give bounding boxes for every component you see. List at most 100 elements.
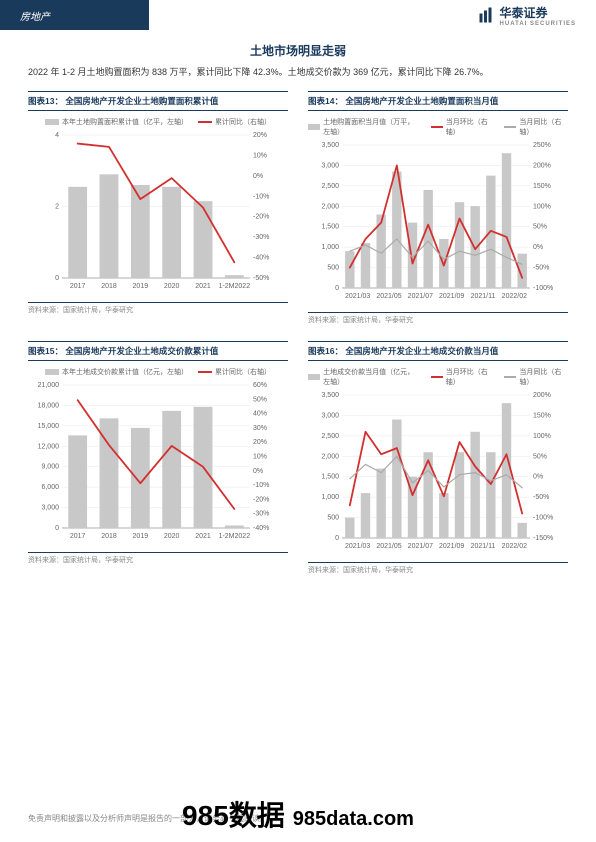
svg-text:2021: 2021	[195, 283, 211, 290]
svg-text:3,500: 3,500	[321, 392, 339, 399]
svg-text:-100%: -100%	[533, 285, 553, 292]
legend-bar-label: 土地购置面积当月值（万平，左轴）	[323, 117, 420, 137]
svg-text:150%: 150%	[533, 413, 551, 420]
chart-14-source: 资料来源：国家统计局，华泰研究	[308, 313, 568, 325]
chart-14: 图表14： 全国房地产开发企业土地购置面积当月值 土地购置面积当月值（万平，左轴…	[308, 91, 568, 325]
logo-icon	[478, 6, 496, 24]
svg-text:0: 0	[335, 285, 339, 292]
svg-text:-100%: -100%	[533, 515, 553, 522]
svg-text:60%: 60%	[253, 382, 267, 389]
svg-text:12,000: 12,000	[38, 444, 60, 451]
section-title: 土地市场明显走弱	[28, 42, 568, 59]
svg-text:1,000: 1,000	[321, 245, 339, 252]
svg-text:-50%: -50%	[533, 495, 549, 502]
svg-text:100%: 100%	[533, 433, 551, 440]
svg-text:3,000: 3,000	[321, 163, 339, 170]
svg-text:6,000: 6,000	[41, 485, 59, 492]
svg-text:1-2M2022: 1-2M2022	[219, 533, 251, 540]
svg-text:-40%: -40%	[253, 255, 269, 262]
svg-text:250%: 250%	[533, 142, 551, 149]
svg-text:3,000: 3,000	[41, 505, 59, 512]
svg-text:2: 2	[55, 204, 59, 211]
svg-text:-50%: -50%	[533, 265, 549, 272]
chart-13-title: 图表13： 全国房地产开发企业土地购置面积累计值	[28, 91, 288, 110]
svg-text:2018: 2018	[101, 533, 117, 540]
chart-15: 图表15： 全国房地产开发企业土地成交价款累计值 本年土地成交价款累计值（亿元，…	[28, 341, 288, 575]
legend-line-label: 累计同比（右轴）	[215, 117, 271, 127]
sector-label: 房地产	[20, 8, 50, 23]
svg-text:150%: 150%	[533, 183, 551, 190]
legend-bar-label: 本年土地成交价款累计值（亿元，左轴）	[62, 367, 188, 377]
legend-line1-label: 当月环比（右轴）	[446, 117, 495, 137]
svg-text:2020: 2020	[164, 283, 180, 290]
chart-14-svg: 05001,0001,5002,0002,5003,0003,500-100%-…	[308, 141, 558, 306]
svg-text:200%: 200%	[533, 163, 551, 170]
svg-text:2021/07: 2021/07	[408, 293, 433, 300]
svg-text:0%: 0%	[253, 468, 263, 475]
chart-13-legend: 本年土地购置面积累计值（亿平，左轴） 累计同比（右轴）	[28, 115, 288, 131]
chart-14-legend: 土地购置面积当月值（万平，左轴） 当月环比（右轴） 当月同比（右轴）	[308, 115, 568, 141]
svg-text:2022/02: 2022/02	[502, 293, 527, 300]
svg-text:2,500: 2,500	[321, 183, 339, 190]
legend-line1-label: 当月环比（右轴）	[446, 367, 495, 387]
svg-text:1-2M2022: 1-2M2022	[219, 283, 251, 290]
chart-13-svg: 024-50%-40%-30%-20%-10%0%10%20%201720182…	[28, 131, 278, 296]
chart-16-legend: 土地成交价款当月值（亿元，左轴） 当月环比（右轴） 当月同比（右轴）	[308, 365, 568, 391]
svg-text:30%: 30%	[253, 425, 267, 432]
svg-text:-30%: -30%	[253, 511, 269, 518]
svg-text:50%: 50%	[253, 397, 267, 404]
svg-text:2020: 2020	[164, 533, 180, 540]
svg-text:-40%: -40%	[253, 525, 269, 532]
svg-text:18,000: 18,000	[38, 403, 60, 410]
chart-15-legend: 本年土地成交价款累计值（亿元，左轴） 累计同比（右轴）	[28, 365, 288, 381]
legend-line2-label: 当月同比（右轴）	[519, 117, 568, 137]
svg-text:0: 0	[55, 525, 59, 532]
svg-text:20%: 20%	[253, 132, 267, 139]
svg-text:2021/05: 2021/05	[376, 543, 401, 550]
svg-text:50%: 50%	[533, 224, 547, 231]
svg-text:0%: 0%	[533, 474, 543, 481]
svg-text:2021/11: 2021/11	[471, 293, 496, 300]
chart-14-title: 图表14： 全国房地产开发企业土地购置面积当月值	[308, 91, 568, 110]
svg-text:2021: 2021	[195, 533, 211, 540]
legend-bar-label: 土地成交价款当月值（亿元，左轴）	[323, 367, 420, 387]
svg-text:1,500: 1,500	[321, 474, 339, 481]
section-desc: 2022 年 1-2 月土地购置面积为 838 万平，累计同比下降 42.3%。…	[28, 65, 568, 79]
svg-text:2,000: 2,000	[321, 204, 339, 211]
svg-text:2,000: 2,000	[321, 454, 339, 461]
svg-text:3,500: 3,500	[321, 142, 339, 149]
page-header: 房地产 华泰证券 HUATAI SECURITIES	[0, 0, 596, 30]
brand-logo: 华泰证券 HUATAI SECURITIES	[478, 4, 576, 27]
svg-text:1,500: 1,500	[321, 224, 339, 231]
svg-text:0%: 0%	[533, 245, 543, 252]
svg-text:2,500: 2,500	[321, 433, 339, 440]
svg-text:2021/11: 2021/11	[471, 543, 496, 550]
chart-15-svg: 03,0006,0009,00012,00015,00018,00021,000…	[28, 381, 278, 546]
brand-name: 华泰证券	[500, 4, 576, 21]
chart-13: 图表13： 全国房地产开发企业土地购置面积累计值 本年土地购置面积累计值（亿平，…	[28, 91, 288, 325]
svg-text:2017: 2017	[70, 533, 86, 540]
svg-text:0: 0	[335, 535, 339, 542]
svg-text:200%: 200%	[533, 392, 551, 399]
svg-text:-150%: -150%	[533, 535, 553, 542]
svg-text:9,000: 9,000	[41, 464, 59, 471]
svg-text:2022/02: 2022/02	[502, 543, 527, 550]
svg-text:2021/09: 2021/09	[439, 543, 464, 550]
legend-line-label: 累计同比（右轴）	[215, 367, 271, 377]
svg-text:1,000: 1,000	[321, 495, 339, 502]
legend-bar-label: 本年土地购置面积累计值（亿平，左轴）	[62, 117, 188, 127]
svg-text:10%: 10%	[253, 153, 267, 160]
chart-16-source: 资料来源：国家统计局，华泰研究	[308, 563, 568, 575]
chart-16-title: 图表16： 全国房地产开发企业土地成交价款当月值	[308, 341, 568, 360]
svg-text:4: 4	[55, 132, 59, 139]
svg-text:-10%: -10%	[253, 194, 269, 201]
svg-text:2018: 2018	[101, 283, 117, 290]
svg-text:2019: 2019	[133, 533, 149, 540]
chart-16: 图表16： 全国房地产开发企业土地成交价款当月值 土地成交价款当月值（亿元，左轴…	[308, 341, 568, 575]
chart-15-source: 资料来源：国家统计局，华泰研究	[28, 553, 288, 565]
svg-text:500: 500	[327, 515, 339, 522]
chart-15-title: 图表15： 全国房地产开发企业土地成交价款累计值	[28, 341, 288, 360]
svg-text:50%: 50%	[533, 454, 547, 461]
svg-text:2021/03: 2021/03	[345, 543, 370, 550]
svg-text:-50%: -50%	[253, 275, 269, 282]
